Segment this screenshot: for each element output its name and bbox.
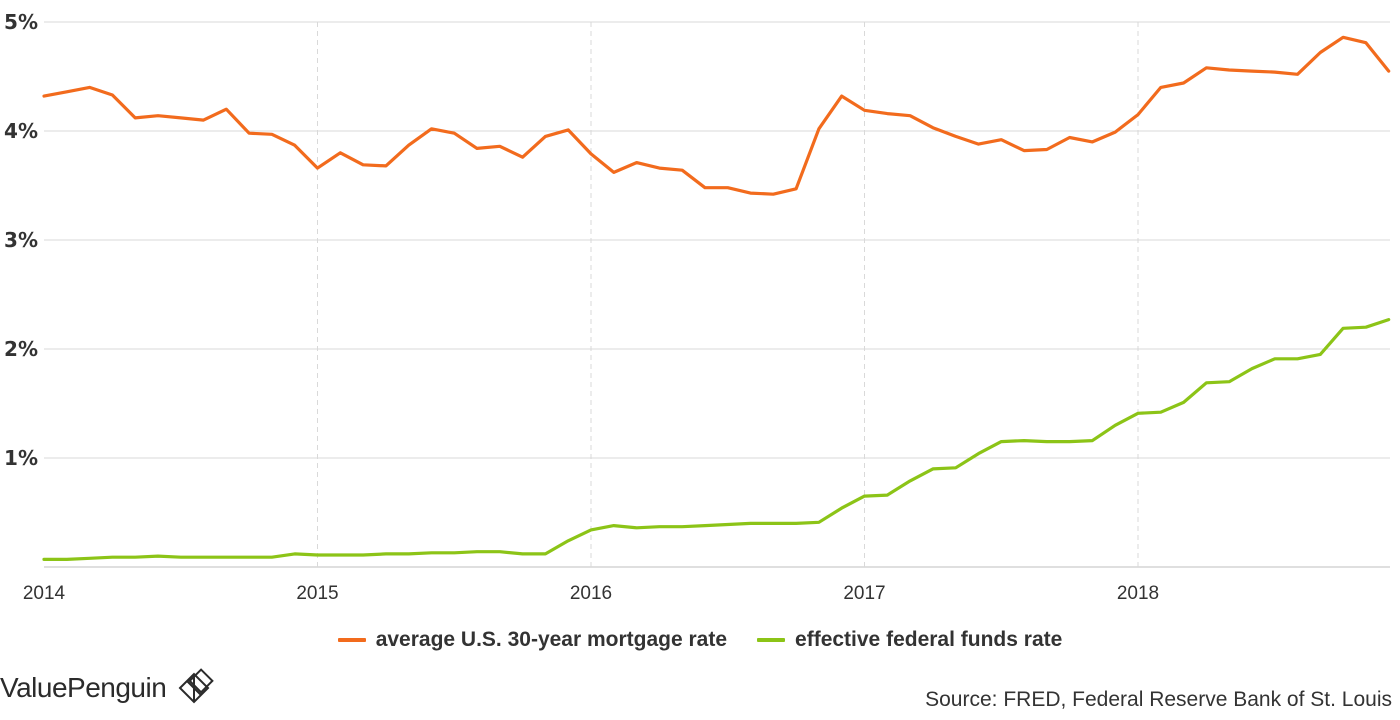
x-tick-label: 2017	[843, 583, 885, 604]
y-tick-label: 2%	[4, 337, 38, 361]
legend-swatch-fed-funds	[757, 638, 786, 642]
x-tick-label: 2014	[23, 583, 66, 604]
x-tick-label: 2015	[296, 583, 338, 604]
y-tick-label: 5%	[4, 10, 38, 34]
series-line-mortgage-rate	[42, 35, 1391, 196]
brand: ValuePenguin	[0, 666, 216, 710]
legend-item-fed-funds: effective federal funds rate	[757, 628, 1062, 652]
x-tick-label: 2016	[570, 583, 612, 604]
legend-item-mortgage: average U.S. 30-year mortgage rate	[337, 628, 728, 652]
valuepenguin-logo-icon	[178, 668, 215, 704]
chart-grid	[44, 21, 1390, 568]
y-tick-label: 3%	[4, 228, 38, 252]
x-tick-label: 2018	[1117, 583, 1159, 604]
y-tick-label: 1%	[4, 446, 38, 470]
legend-label-fed-funds: effective federal funds rate	[795, 628, 1063, 651]
legend-swatch-mortgage	[337, 638, 366, 642]
chart-legend: average U.S. 30-year mortgage rate effec…	[0, 628, 1400, 652]
brand-name: ValuePenguin	[0, 672, 167, 703]
line-chart: 1% 2% 3% 4% 5% 2014 2015 2016 2017 2018	[4, 10, 1391, 604]
series-line-fed-funds-rate	[42, 318, 1391, 562]
legend-label-mortgage: average U.S. 30-year mortgage rate	[375, 628, 728, 651]
y-tick-label: 4%	[4, 119, 38, 143]
x-axis: 2014 2015 2016 2017 2018	[23, 583, 1159, 604]
source-note: Source: FRED, Federal Reserve Bank of St…	[925, 688, 1392, 711]
chart-series	[42, 35, 1391, 562]
y-axis: 1% 2% 3% 4% 5%	[4, 10, 38, 470]
